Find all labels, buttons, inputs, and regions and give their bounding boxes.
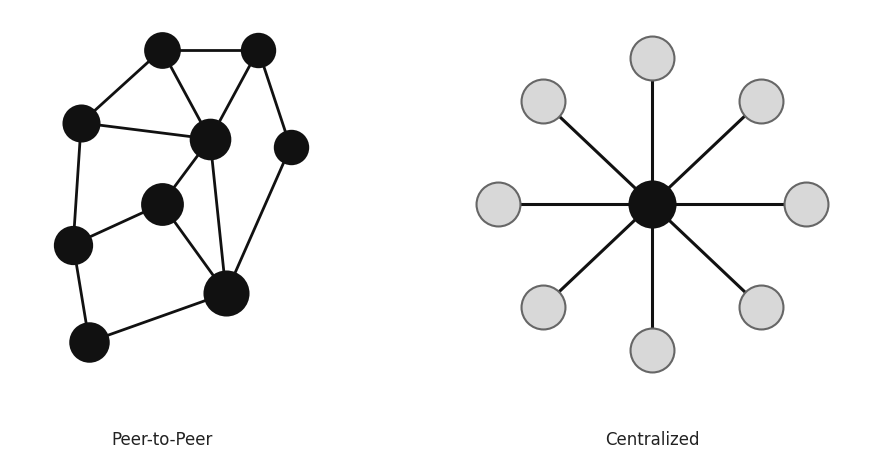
Point [754,97,768,104]
Point [74,119,88,126]
Point [155,200,169,207]
Point [536,97,550,104]
Point [82,338,96,346]
Point [219,290,233,297]
Point [491,200,505,207]
Point [754,303,768,311]
Point [155,46,169,53]
Point [203,136,217,143]
Text: Centralized: Centralized [605,431,699,449]
Point [536,303,550,311]
Point [799,200,813,207]
Point [645,54,659,62]
Point [251,46,265,53]
Point [645,346,659,354]
Point [645,200,659,207]
Point [284,143,298,151]
Text: Peer-to-Peer: Peer-to-Peer [111,431,213,449]
Point [66,241,80,248]
